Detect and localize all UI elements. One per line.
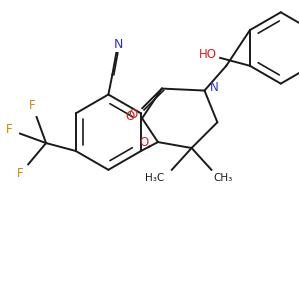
Text: HO: HO <box>199 48 217 62</box>
Text: H₃C: H₃C <box>145 173 164 183</box>
Text: O: O <box>139 136 148 149</box>
Text: F: F <box>5 123 12 136</box>
Text: N: N <box>210 81 219 94</box>
Text: F: F <box>29 99 36 112</box>
Text: F: F <box>17 167 24 180</box>
Text: O: O <box>129 108 138 121</box>
Text: CH₃: CH₃ <box>213 173 233 183</box>
Text: N: N <box>114 38 123 52</box>
Text: O: O <box>126 110 135 123</box>
